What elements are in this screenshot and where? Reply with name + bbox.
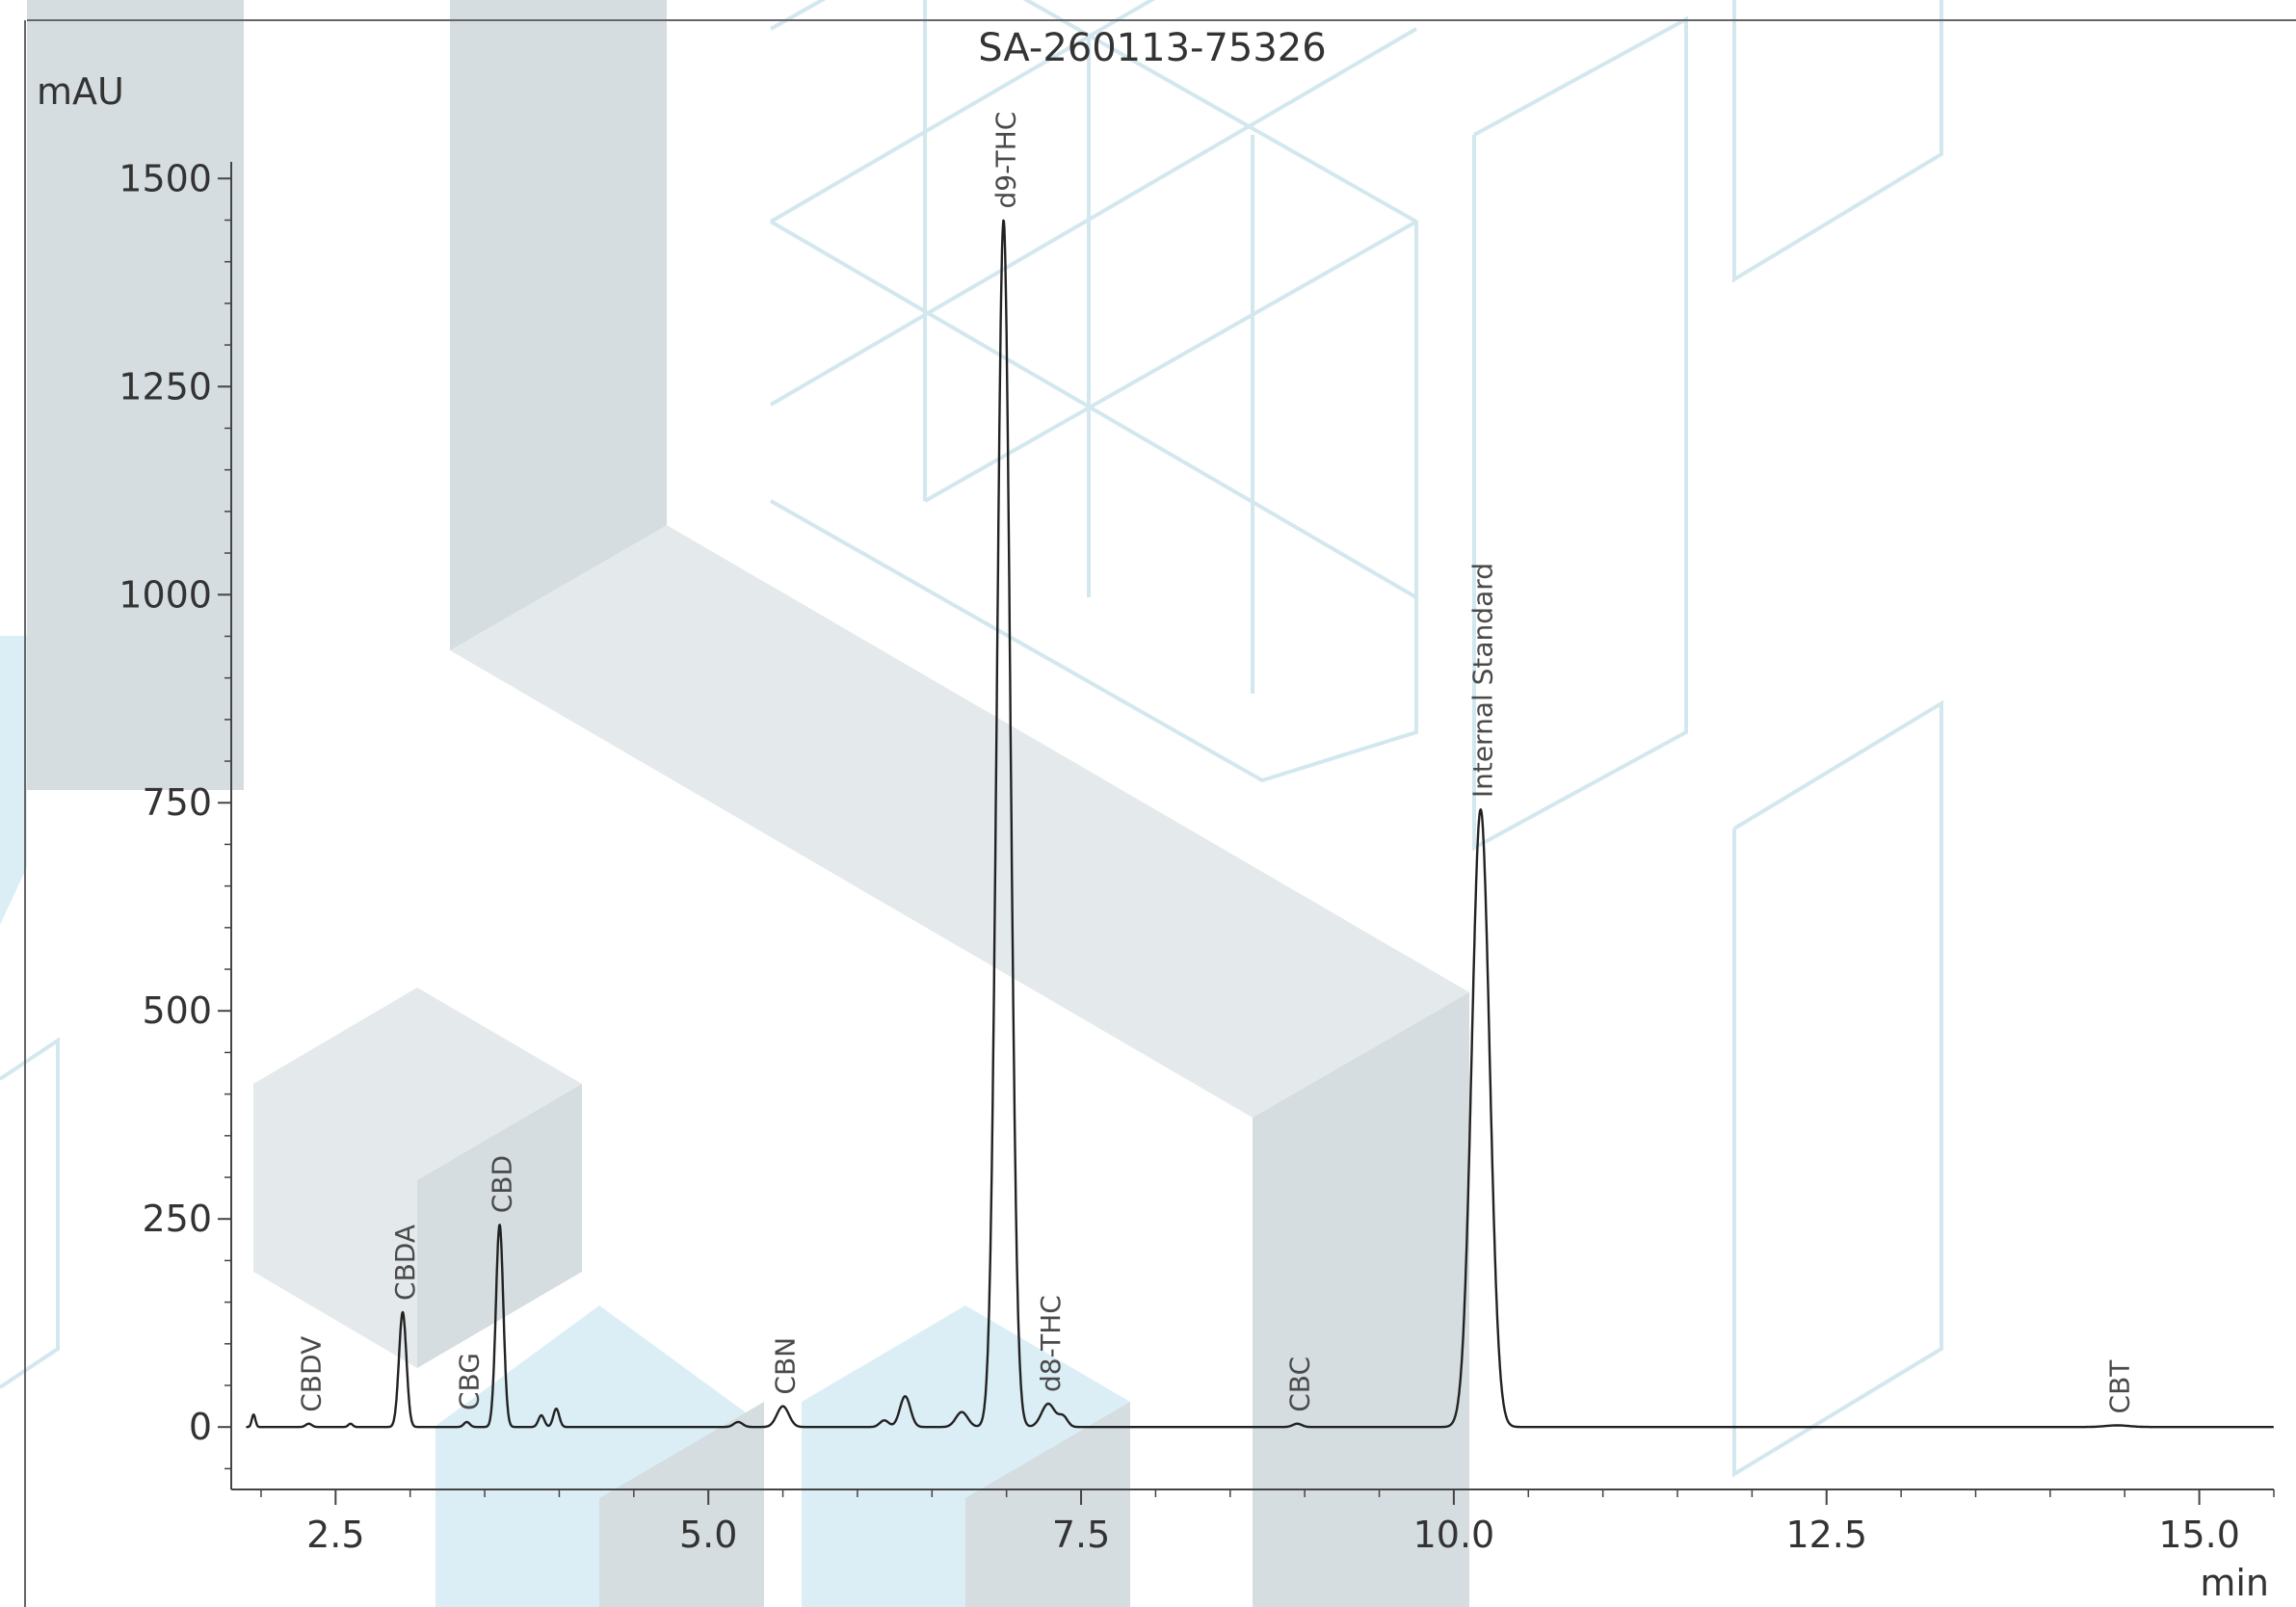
bg-line	[769, 27, 1418, 407]
peak-label: Internal Standard	[1467, 563, 1499, 798]
y-axis-label: mAU	[37, 70, 124, 113]
peak-label: CBN	[770, 1337, 802, 1395]
background-watermark	[0, 0, 1943, 1607]
bg-line	[1732, 0, 1943, 283]
bg-shape	[0, 636, 27, 925]
peak-label: d9-THC	[990, 112, 1022, 209]
peak-label: CBDV	[295, 1336, 327, 1412]
bg-shape	[253, 988, 582, 1180]
x-tick-label: 2.5	[306, 1514, 364, 1556]
y-tick-label: 1250	[119, 365, 212, 408]
bg-shape	[965, 1402, 1130, 1607]
bg-line	[1732, 699, 1943, 1478]
peak-labels: CBDV CBDA CBG CBD CBN d9-THC d8-THC CBC Internal…	[295, 112, 2135, 1414]
chart-title: SA-260113-75326	[978, 26, 1326, 70]
peak-label: CBT	[2104, 1359, 2136, 1414]
bg-shape	[599, 1402, 764, 1607]
x-tick-label: 12.5	[1785, 1514, 1867, 1556]
y-tick-label: 500	[142, 989, 212, 1032]
x-tick-label: 15.0	[2158, 1514, 2240, 1556]
bg-shape	[1253, 992, 1469, 1607]
y-tick-label: 750	[142, 781, 212, 824]
peak-label: d8-THC	[1035, 1295, 1067, 1392]
peak-label: CBC	[1283, 1357, 1315, 1412]
peak-label: CBG	[453, 1353, 485, 1410]
y-tick-label: 1000	[119, 573, 212, 616]
bg-shape	[253, 1084, 417, 1368]
peak-label: CBDA	[389, 1225, 421, 1301]
y-tick-label: 0	[189, 1406, 212, 1448]
bg-line	[0, 1037, 60, 1389]
x-axis-label: min	[2200, 1562, 2269, 1604]
y-tick-label: 1500	[119, 157, 212, 199]
bg-shape	[27, 0, 244, 790]
bg-line	[769, 220, 1418, 599]
x-tick-label: 7.5	[1052, 1514, 1110, 1556]
bg-line	[770, 0, 1418, 783]
bg-shape	[450, 0, 667, 650]
y-axis-ticks: 0 250 500 750 1000 1250 1500	[119, 157, 231, 1470]
x-tick-label: 5.0	[679, 1514, 737, 1556]
chromatogram-trace	[245, 219, 2275, 1429]
bg-line	[1472, 15, 1688, 852]
peak-label: CBD	[487, 1155, 518, 1213]
bg-line	[769, 0, 1156, 224]
x-tick-label: 10.0	[1413, 1514, 1495, 1556]
y-tick-label: 250	[142, 1198, 212, 1240]
bg-shape	[450, 525, 1469, 1118]
x-axis-ticks: 2.5 5.0 7.5 10.0 12.5 15.0	[260, 1489, 2275, 1556]
